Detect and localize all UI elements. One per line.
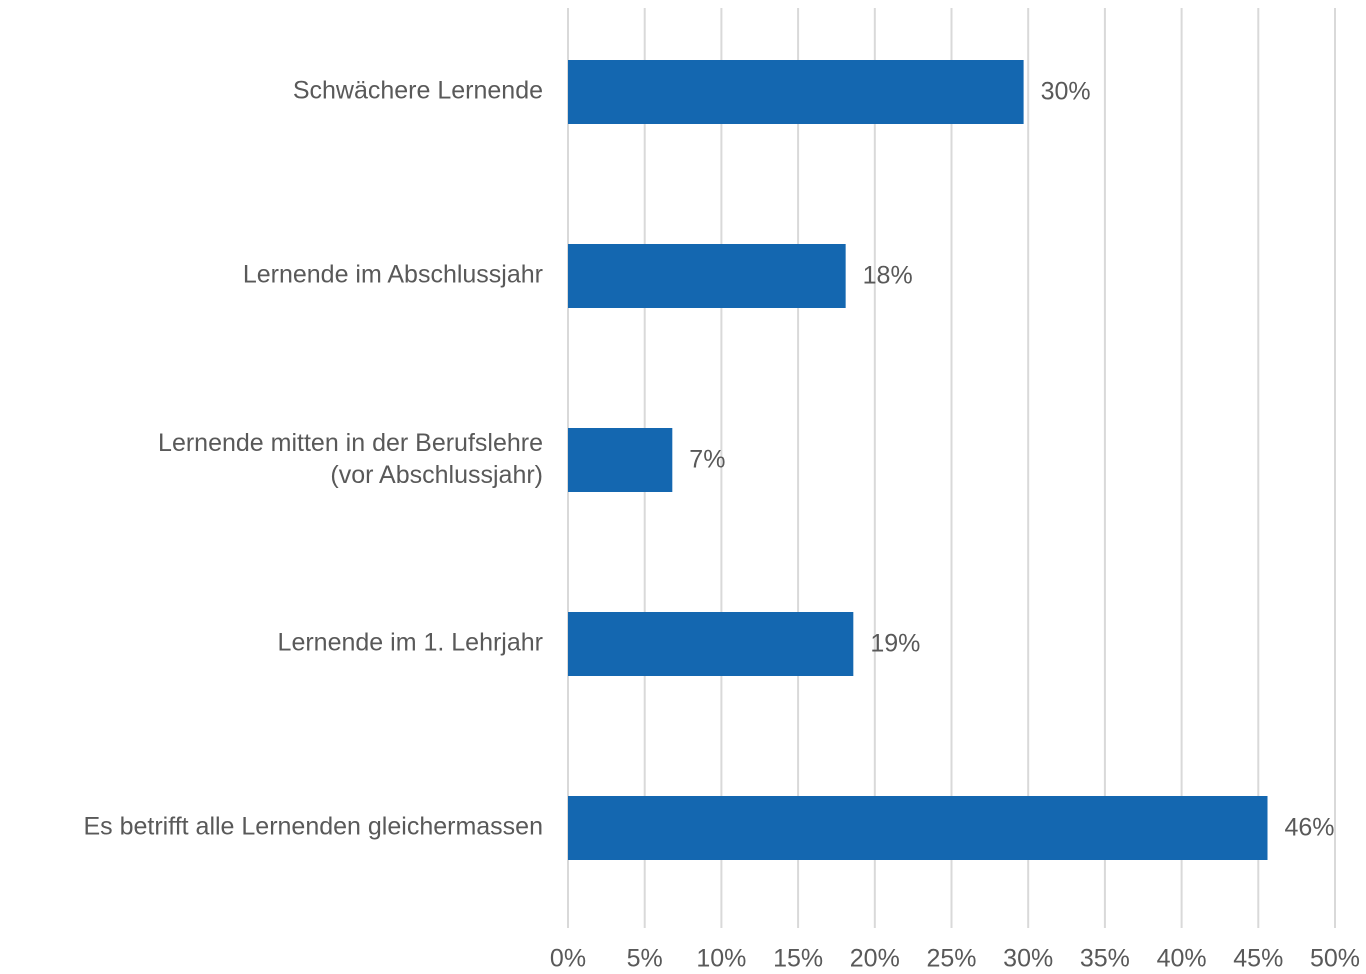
data-label: 7% <box>689 446 725 474</box>
y-tick-label: Lernende im Abschlussjahr <box>243 261 543 289</box>
x-tick-label: 45% <box>1233 945 1283 973</box>
x-tick-label: 25% <box>926 945 976 973</box>
bar <box>568 796 1268 860</box>
x-tick-label: 40% <box>1157 945 1207 973</box>
x-tick-label: 0% <box>550 945 586 973</box>
x-tick-label: 30% <box>1003 945 1053 973</box>
bar <box>568 244 846 308</box>
x-tick-label: 20% <box>850 945 900 973</box>
y-tick-label: Schwächere Lernende <box>293 77 543 105</box>
x-tick-label: 10% <box>696 945 746 973</box>
x-tick-label: 15% <box>773 945 823 973</box>
y-tick-label: Lernende mitten in der Berufslehre (vor A… <box>158 429 543 489</box>
x-tick-label: 50% <box>1310 945 1360 973</box>
x-tick-label: 35% <box>1080 945 1130 973</box>
data-label: 30% <box>1041 78 1091 106</box>
data-label: 46% <box>1285 814 1335 842</box>
data-label: 19% <box>870 630 920 658</box>
y-tick-label: Es betrifft alle Lernenden gleichermasse… <box>83 813 543 841</box>
y-tick-label: Lernende im 1. Lehrjahr <box>278 629 543 657</box>
bar <box>568 60 1024 124</box>
x-tick-label: 5% <box>627 945 663 973</box>
bar <box>568 428 673 492</box>
data-label: 18% <box>863 262 913 290</box>
bar <box>568 612 854 676</box>
